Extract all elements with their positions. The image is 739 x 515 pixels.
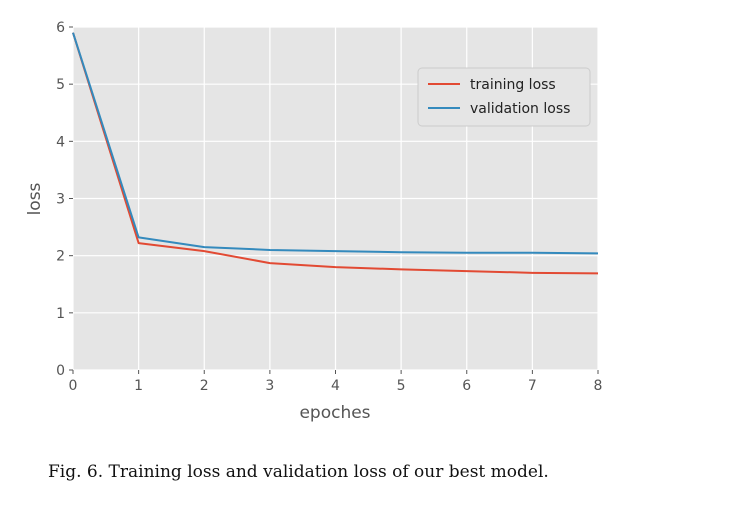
x-axis-label: epoches [299, 403, 370, 423]
x-tick-label: 5 [397, 378, 406, 394]
series-line-0 [72, 32, 599, 275]
loss-chart: 0 1 2 3 4 5 6 7 8 0 1 2 3 4 5 6 epoches loss training l… [25, 20, 602, 423]
x-tick-label: 6 [462, 378, 471, 394]
y-tick-label: 1 [56, 306, 65, 322]
axis-ticks: 0 1 2 3 4 5 6 7 8 0 1 2 3 4 5 6 [56, 20, 602, 394]
x-tick-label: 3 [265, 378, 274, 394]
y-tick-label: 2 [56, 249, 65, 265]
y-tick-label: 3 [56, 192, 65, 208]
legend-box [417, 67, 591, 127]
legend-label: validation loss [470, 101, 570, 117]
x-tick-label: 1 [134, 378, 143, 394]
y-tick-label: 6 [56, 20, 65, 36]
legend: training loss validation loss [417, 67, 591, 127]
y-tick-label: 0 [56, 363, 65, 379]
x-tick-label: 8 [594, 378, 603, 394]
figure-caption: Fig. 6. Training loss and validation los… [48, 462, 549, 482]
series-lines [72, 32, 599, 275]
x-tick-label: 7 [528, 378, 537, 394]
x-tick-label: 0 [69, 378, 78, 394]
x-tick-label: 4 [331, 378, 340, 394]
x-tick-label: 2 [200, 378, 209, 394]
y-axis-label: loss [25, 182, 45, 215]
y-tick-label: 5 [56, 77, 65, 93]
y-tick-label: 4 [56, 134, 65, 150]
legend-label: training loss [470, 77, 556, 93]
series-line-1 [72, 32, 599, 255]
